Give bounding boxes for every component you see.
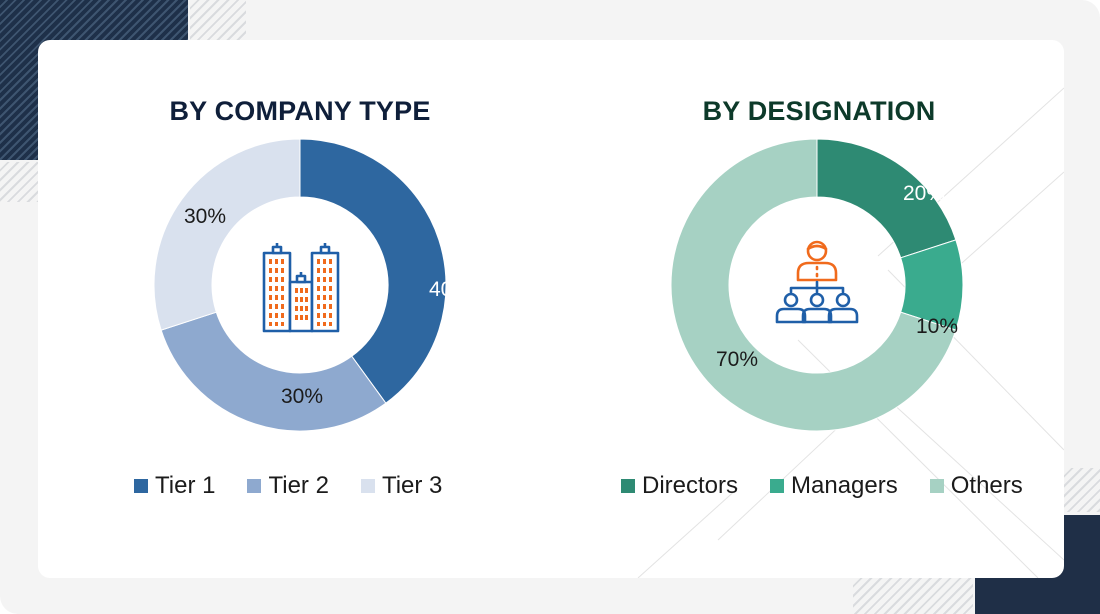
decor-hatched-strip-bottom (853, 578, 973, 614)
legend-company-type: Tier 1 Tier 2 Tier 3 (134, 472, 442, 500)
slice-others[interactable] (670, 138, 957, 432)
legend-swatch-tier-2 (247, 479, 262, 493)
legend-label-tier-3: Tier 3 (381, 472, 443, 499)
donut-svg-company-type (153, 138, 447, 432)
decor-hatched-strip-right (1064, 468, 1100, 512)
buildings-icon (262, 243, 340, 333)
legend-item-tier-2[interactable]: Tier 2 (247, 472, 329, 500)
donut-chart-designation: 20% 10% 70% (670, 138, 964, 432)
decor-hatched-strip-left (0, 162, 38, 202)
legend-swatch-directors (621, 479, 635, 493)
slice-tier-1[interactable] (299, 138, 447, 404)
slice-label-managers: 10% (915, 315, 959, 338)
legend-swatch-others (929, 479, 944, 493)
legend-label-directors: Directors (642, 472, 739, 499)
chart-title-designation: BY DESIGNATION (702, 96, 936, 126)
legend-swatch-tier-3 (360, 479, 375, 493)
legend-item-tier-1[interactable]: Tier 1 (134, 472, 215, 500)
slice-label-tier-3: 30% (183, 205, 227, 228)
legend-item-tier-3[interactable]: Tier 3 (360, 472, 443, 500)
legend-label-tier-2: Tier 2 (268, 472, 329, 499)
slice-label-directors: 20% (902, 182, 946, 205)
legend-item-managers[interactable]: Managers (770, 472, 898, 500)
legend-item-directors[interactable]: Directors (621, 472, 738, 500)
slice-tier-3[interactable] (153, 138, 301, 331)
decor-hatched-strip-top (190, 0, 246, 40)
legend-label-others: Others (950, 472, 1023, 499)
legend-item-others[interactable]: Others (929, 472, 1023, 500)
slice-tier-2[interactable] (160, 311, 387, 432)
legend-label-tier-1: Tier 1 (155, 472, 216, 499)
donut-chart-company-type: 40% 30% 30% (153, 138, 471, 432)
legend-swatch-tier-1 (134, 479, 148, 493)
legend-label-managers: Managers (791, 472, 898, 499)
legend-designation: Directors Managers Others (621, 472, 1023, 500)
slice-label-tier-1: 40% (428, 278, 472, 301)
legend-swatch-managers (770, 479, 785, 493)
slice-label-others: 70% (715, 348, 759, 371)
chart-title-company-type: BY COMPANY TYPE (169, 96, 431, 126)
donut-svg-designation (670, 138, 964, 432)
chart-card: BY COMPANY TYPE BY DESIGNATION (38, 40, 1064, 578)
slice-label-tier-2: 30% (280, 385, 324, 408)
org-hierarchy-icon (775, 240, 859, 324)
